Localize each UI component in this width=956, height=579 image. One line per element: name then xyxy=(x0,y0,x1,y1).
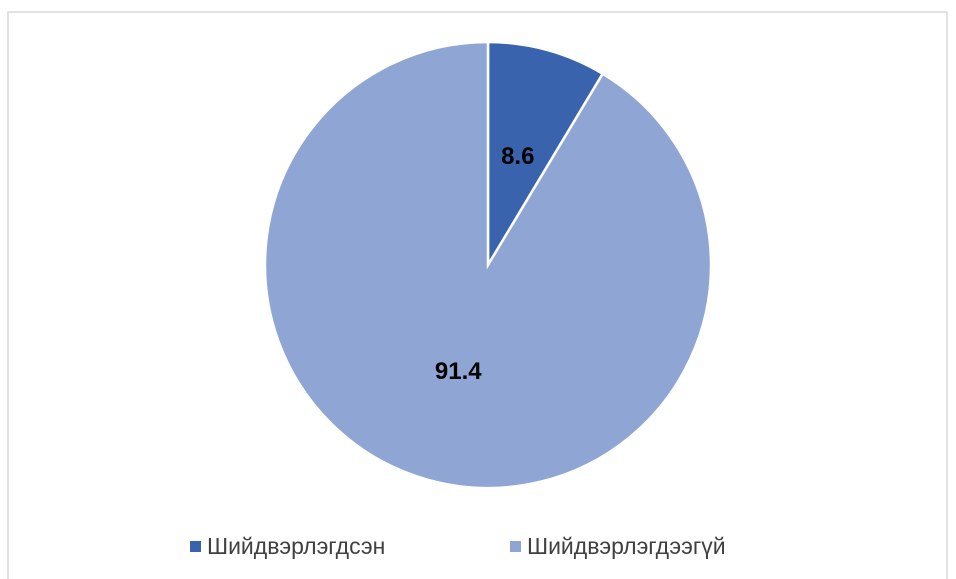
pie-slice xyxy=(263,40,713,490)
legend-label: Шийдвэрлэгдээгүй xyxy=(527,533,726,559)
legend-label: Шийдвэрлэгдсэн xyxy=(207,533,385,559)
data-label: 91.4 xyxy=(435,358,482,385)
pie-slice xyxy=(486,40,605,270)
legend-swatch xyxy=(510,541,521,552)
data-label: 8.6 xyxy=(501,143,534,170)
legend-swatch xyxy=(190,541,201,552)
chart-border xyxy=(7,11,948,579)
